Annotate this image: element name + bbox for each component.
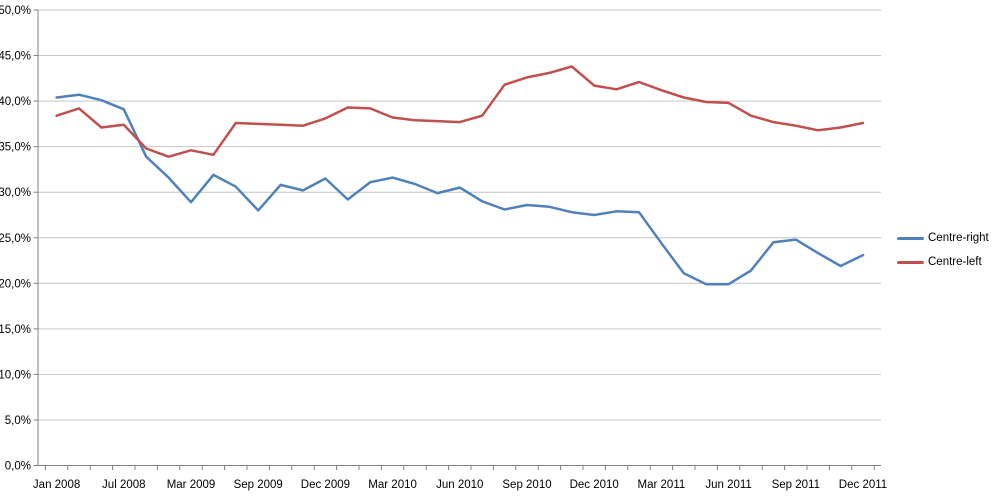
x-tick-label: Sep 2010 [502,479,551,491]
y-tick-label: 50,0% [0,5,31,17]
legend-item-centre-left: Centre-left [897,250,989,274]
series-line-centre-left [55,65,865,158]
x-tick-label: Dec 2010 [570,479,619,491]
x-tick-label: Sep 2011 [772,479,820,491]
legend-line-centre-left-icon [897,260,924,264]
x-tick-label: Jan 2008 [33,479,80,491]
x-tick-label: Sep 2009 [234,479,283,491]
x-tick-label: Mar 2011 [638,479,686,491]
legend-label-centre-left: Centre-left [928,256,982,268]
x-tick-label: Jul 2008 [102,479,145,491]
series-line-centre-right [55,93,865,286]
y-tick-label: 5,0% [5,415,31,427]
x-tick-label: Mar 2009 [167,479,216,491]
y-tick-label: 20,0% [0,278,31,290]
x-tick-label: Jun 2010 [436,479,483,491]
chart-legend: Centre-right Centre-left [897,226,989,274]
y-tick-label: 0,0% [5,461,31,473]
y-tick-label: 35,0% [0,142,31,154]
y-tick-label: 40,0% [0,96,31,108]
x-tick-label: Dec 2011 [839,479,887,491]
x-tick-label: Dec 2009 [301,479,350,491]
y-tick-label: 10,0% [0,369,31,381]
y-tick-label: 45,0% [0,51,31,63]
y-tick-label: 30,0% [0,187,31,199]
legend-line-centre-right-icon [897,236,924,240]
y-tick-label: 15,0% [0,324,31,336]
legend-label-centre-right: Centre-right [928,232,989,244]
y-tick-label: 25,0% [0,233,31,245]
x-tick-label: Jun 2011 [705,479,751,491]
x-tick-label: Mar 2010 [368,479,417,491]
legend-item-centre-right: Centre-right [897,226,989,250]
